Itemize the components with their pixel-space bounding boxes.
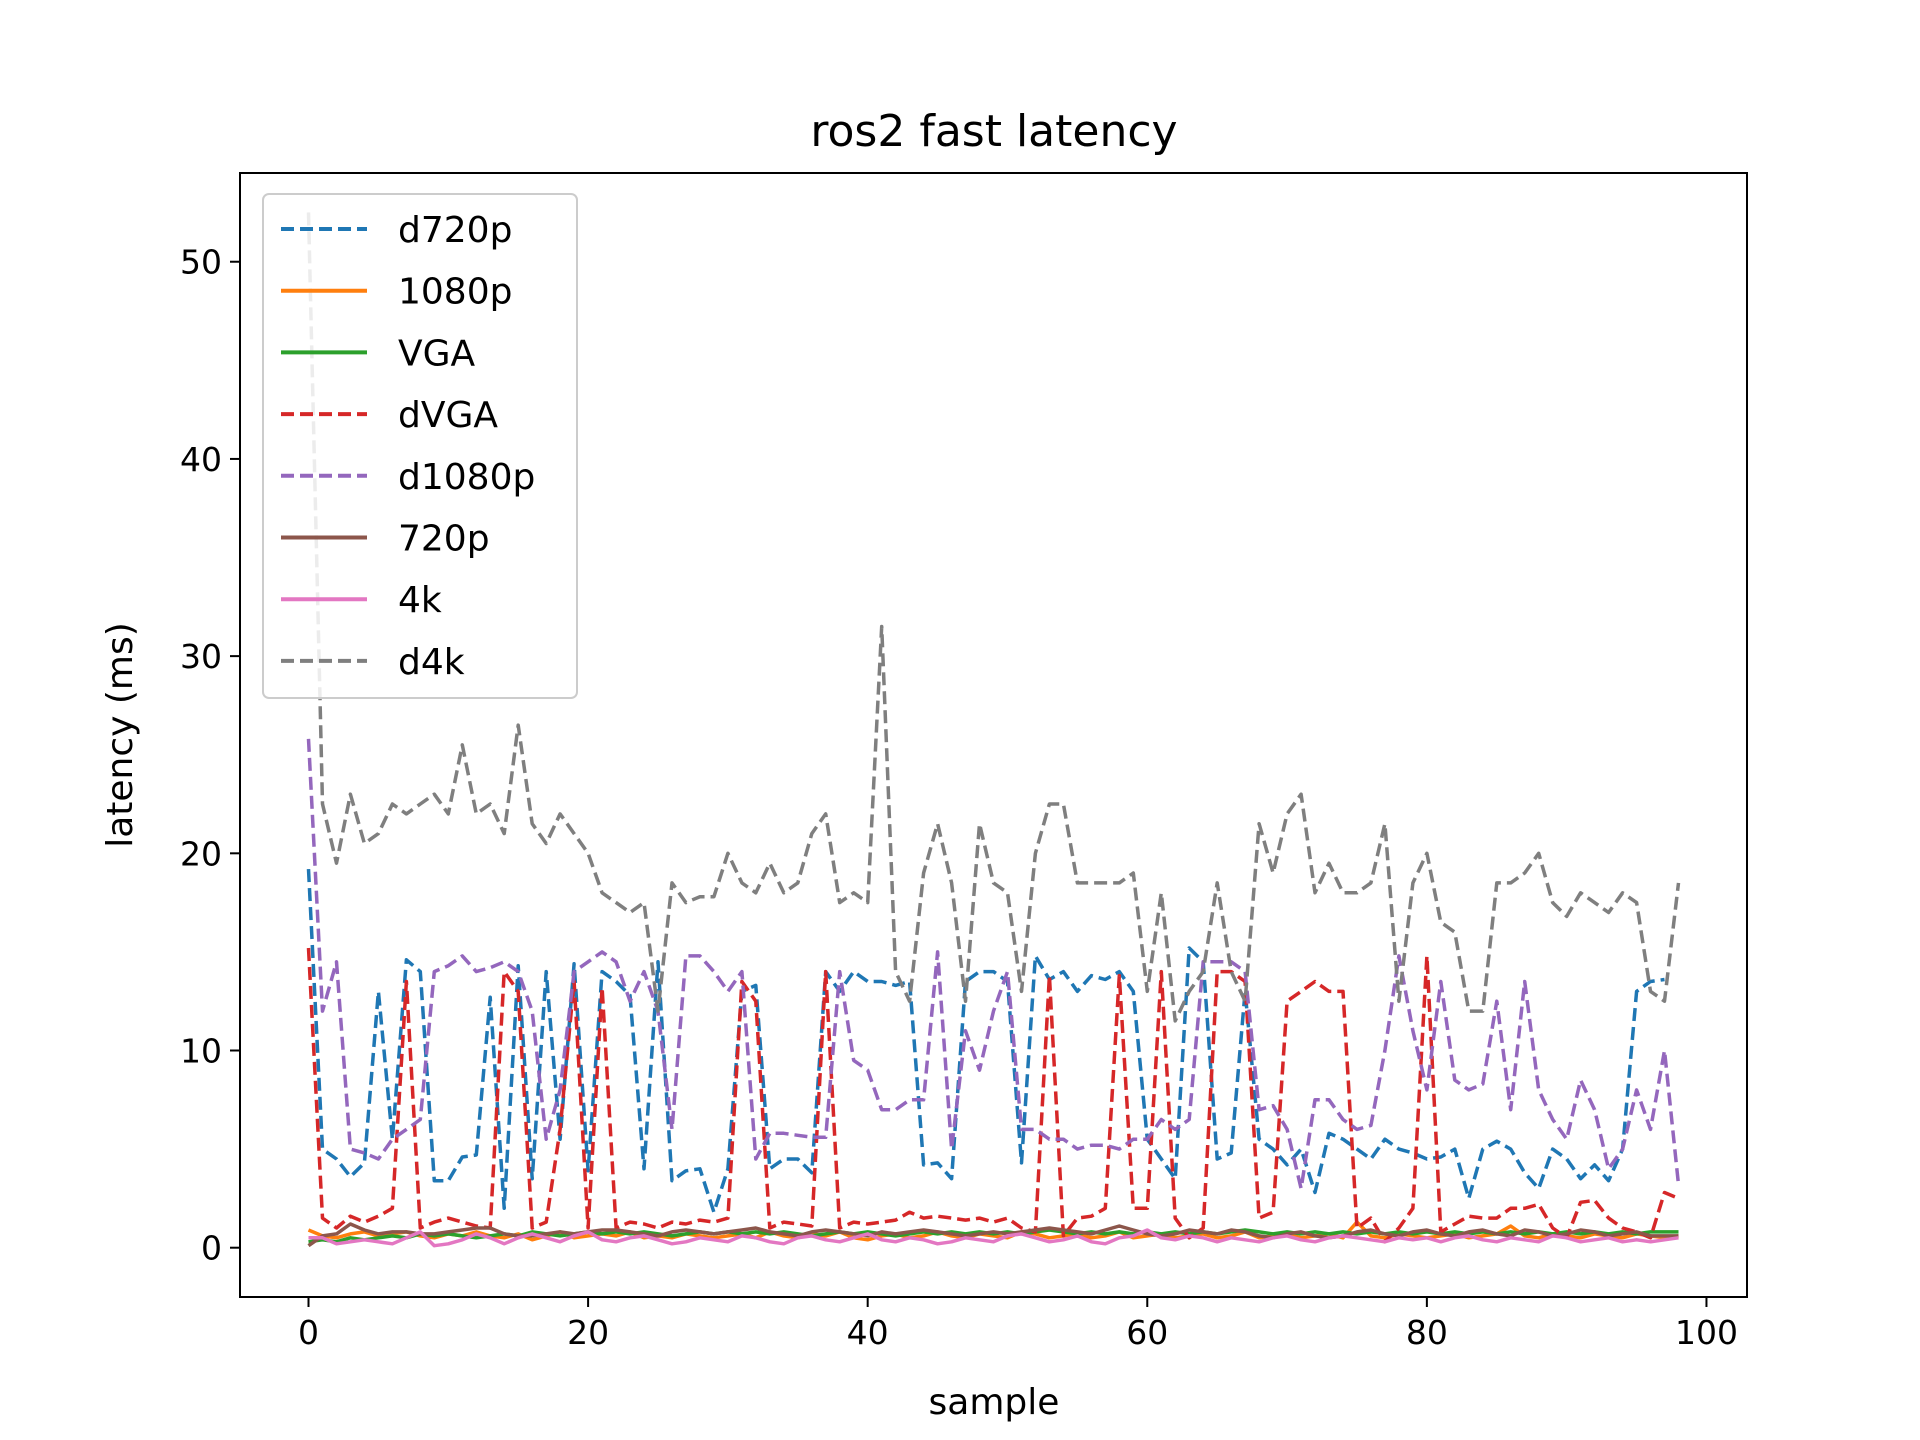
legend: d720p 1080p VGA dVGA d1080p 720p 4k d4k bbox=[262, 193, 578, 699]
legend-label: VGA bbox=[398, 333, 476, 374]
plot-frame bbox=[239, 172, 1748, 1298]
y-tick-label: 50 bbox=[180, 243, 222, 282]
y-tick-label: 20 bbox=[180, 834, 222, 873]
legend-label: d1080p bbox=[398, 457, 535, 498]
legend-label: 1080p bbox=[398, 272, 512, 313]
x-tick-label: 20 bbox=[567, 1313, 609, 1352]
x-tick-label: 60 bbox=[1126, 1313, 1168, 1352]
y-axis: 0 10 20 30 40 50 bbox=[180, 243, 240, 1268]
legend-label: d720p bbox=[398, 210, 512, 251]
x-tick-label: 40 bbox=[847, 1313, 889, 1352]
y-tick-label: 30 bbox=[180, 637, 222, 676]
x-tick-label: 100 bbox=[1675, 1313, 1738, 1352]
series-line-6 bbox=[308, 1228, 1679, 1248]
y-tick-label: 40 bbox=[180, 440, 222, 479]
x-tick-label: 0 bbox=[298, 1313, 319, 1352]
series-line-4 bbox=[306, 738, 1681, 1191]
y-tick-label: 0 bbox=[201, 1229, 222, 1268]
legend-label: dVGA bbox=[398, 395, 498, 436]
x-axis-title: sample bbox=[929, 1382, 1060, 1423]
legend-label: d4k bbox=[398, 642, 465, 683]
x-axis: 0 20 40 60 80 100 bbox=[298, 1297, 1738, 1352]
legend-label: 720p bbox=[398, 519, 490, 560]
y-axis-title: latency (ms) bbox=[100, 622, 141, 848]
y-tick-label: 10 bbox=[180, 1032, 222, 1071]
x-tick-label: 80 bbox=[1406, 1313, 1448, 1352]
series-line-7 bbox=[306, 212, 1681, 1023]
chart-title: ros2 fast latency bbox=[810, 106, 1177, 157]
legend-label: 4k bbox=[398, 580, 442, 621]
series-line-2 bbox=[308, 1228, 1679, 1244]
legend-items: d720p 1080p VGA dVGA d1080p 720p 4k d4k bbox=[281, 210, 535, 683]
series-lines bbox=[306, 212, 1681, 1248]
legend-box bbox=[262, 193, 578, 699]
